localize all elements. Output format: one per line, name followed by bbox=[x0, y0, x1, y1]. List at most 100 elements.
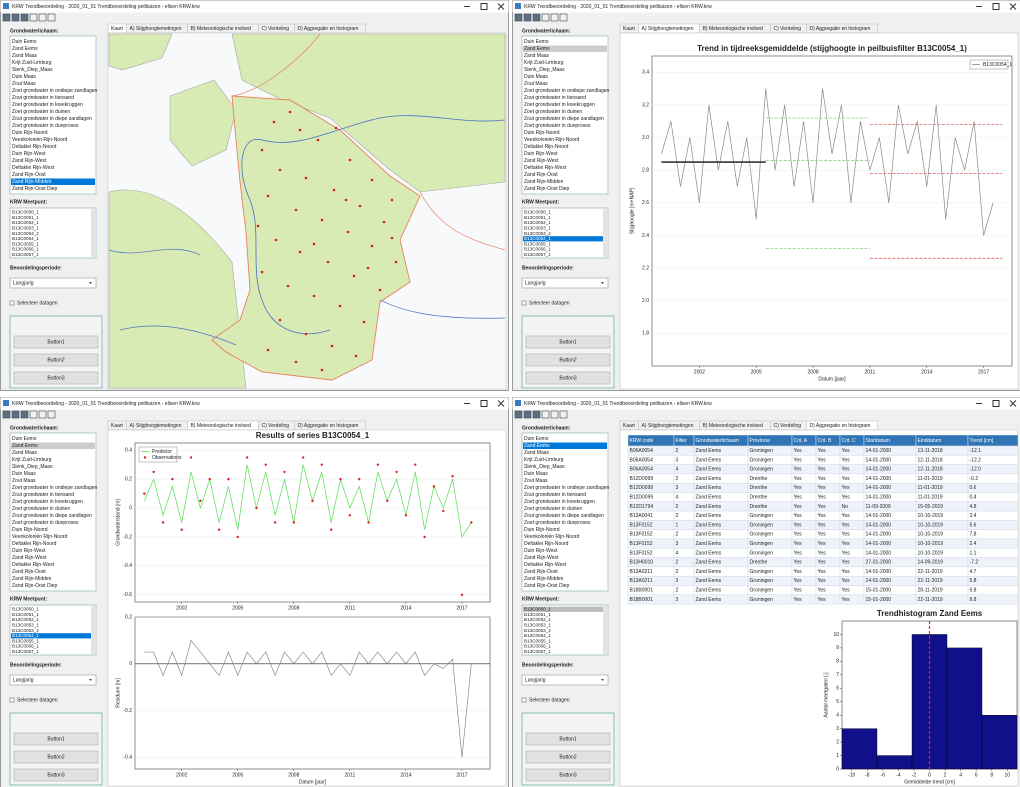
monitoring-well[interactable] bbox=[330, 344, 334, 348]
monitoring-well[interactable] bbox=[326, 260, 330, 264]
toolbar-icon[interactable] bbox=[38, 410, 47, 419]
meetpunt-item[interactable]: B13C0051_1 bbox=[524, 215, 551, 220]
monitoring-well[interactable] bbox=[260, 148, 264, 152]
toolbar-icon[interactable] bbox=[11, 13, 20, 22]
groundwater-item[interactable]: Krijt Zuid-Limburg bbox=[524, 60, 564, 66]
groundwater-item[interactable]: Zoet grondwater in ondiepe zandlagen bbox=[524, 485, 610, 491]
meetpunt-item[interactable]: B13C0056_1 bbox=[12, 247, 39, 252]
monitoring-well[interactable] bbox=[312, 294, 316, 298]
groundwater-item[interactable]: Krijt Zuid-Limburg bbox=[12, 457, 52, 463]
groundwater-item[interactable]: Duin Rijn-Noord bbox=[12, 527, 48, 533]
groundwater-item[interactable]: Zoet grondwater in dunproxes bbox=[12, 520, 79, 526]
groundwater-item[interactable]: Zoet grondwater in duinen bbox=[524, 109, 582, 115]
groundwater-item[interactable]: Zand Rijn-Oost Diep bbox=[524, 583, 570, 589]
groundwater-item[interactable]: Duin Maas bbox=[524, 471, 548, 477]
groundwater-item[interactable]: Duin Maas bbox=[524, 74, 548, 80]
monitoring-well[interactable] bbox=[378, 288, 382, 292]
monitoring-well[interactable] bbox=[358, 204, 362, 208]
meetpunt-item[interactable]: B13C0056_1 bbox=[524, 644, 551, 649]
close-button[interactable] bbox=[1009, 3, 1017, 10]
monitoring-well[interactable] bbox=[256, 224, 260, 228]
groundwater-item[interactable]: Zoet grondwater in duinen bbox=[12, 109, 70, 115]
meetpunt-item[interactable]: B13C0055_1 bbox=[524, 241, 551, 246]
groundwater-item[interactable]: Zand Maas bbox=[524, 53, 550, 59]
groundwater-item[interactable]: Deltaklei Rijn-Noord bbox=[524, 144, 569, 150]
monitoring-well[interactable] bbox=[266, 348, 270, 352]
groundwater-item[interactable]: Krijt Zuid-Limburg bbox=[524, 457, 564, 463]
monitoring-well[interactable] bbox=[274, 238, 278, 242]
meetpunt-item[interactable]: B13C0050_1 bbox=[12, 210, 39, 215]
groundwater-item[interactable]: Zand Rijn-Oost Diep bbox=[524, 186, 570, 192]
button[interactable] bbox=[13, 768, 99, 782]
groundwater-item[interactable]: Zout grondwater in tiensand bbox=[524, 95, 586, 101]
groundwater-item[interactable]: Duin Maas bbox=[12, 74, 36, 80]
groundwater-item[interactable]: Zand Rijn-Oost bbox=[524, 172, 558, 178]
toolbar-icon[interactable] bbox=[523, 13, 532, 22]
meetpunt-item[interactable]: B13C0052_1 bbox=[524, 617, 551, 622]
groundwater-item[interactable]: Duin Rijn-West bbox=[524, 548, 558, 554]
toolbar-icon[interactable] bbox=[559, 13, 568, 22]
groundwater-item[interactable]: Zand Eems bbox=[12, 46, 38, 52]
groundwater-item[interactable]: Duin Rijn-West bbox=[12, 151, 46, 157]
monitoring-well[interactable] bbox=[362, 320, 366, 324]
monitoring-well[interactable] bbox=[298, 128, 302, 132]
period-dropdown[interactable] bbox=[521, 674, 609, 686]
monitoring-well[interactable] bbox=[298, 250, 302, 254]
groundwater-item[interactable]: Deltaklei Rijn-Noord bbox=[12, 541, 57, 547]
toolbar-icon[interactable] bbox=[532, 13, 541, 22]
monitoring-well[interactable] bbox=[278, 168, 282, 172]
groundwater-item[interactable]: Zout Maas bbox=[12, 478, 36, 484]
groundwater-item[interactable]: Zand Rijn-Midden bbox=[524, 179, 564, 185]
toolbar-icon[interactable] bbox=[523, 410, 532, 419]
close-button[interactable] bbox=[497, 400, 505, 407]
meetpunt-item[interactable]: B13C0053_2 bbox=[12, 231, 39, 236]
groundwater-item[interactable]: Duin Rijn-West bbox=[524, 151, 558, 157]
button[interactable] bbox=[13, 371, 99, 385]
monitoring-well[interactable] bbox=[294, 360, 298, 364]
groundwater-item[interactable]: Deltaklei Rijn-West bbox=[524, 562, 567, 568]
meetpunt-item[interactable]: B13C0054_1 bbox=[524, 236, 551, 241]
meetpunt-item[interactable]: B13C0053_2 bbox=[524, 628, 551, 633]
groundwater-item[interactable]: Zand Rijn-West bbox=[12, 555, 47, 561]
maximize-button[interactable] bbox=[480, 400, 488, 407]
groundwater-item[interactable]: Zand Rijn-Oost bbox=[12, 172, 46, 178]
toolbar-icon[interactable] bbox=[559, 410, 568, 419]
monitoring-well[interactable] bbox=[390, 198, 394, 202]
groundwater-item[interactable]: Zout grondwater in tiensand bbox=[12, 95, 74, 101]
monitoring-well[interactable] bbox=[332, 188, 336, 192]
meetpunt-item[interactable]: B13C0054_1 bbox=[524, 633, 551, 638]
meetpunt-item[interactable]: B13C0050_1 bbox=[524, 210, 551, 215]
groundwater-item[interactable]: Zout grondwater in diepe zandlagen bbox=[12, 513, 92, 519]
groundwater-item[interactable]: Veenkoloniën Rijn-Noord bbox=[524, 137, 580, 143]
groundwater-item[interactable]: Krijt Zuid-Limburg bbox=[12, 60, 52, 66]
monitoring-well[interactable] bbox=[294, 208, 298, 212]
groundwater-item[interactable]: Zand Rijn-West bbox=[12, 158, 47, 164]
groundwater-item[interactable]: Zand Rijn-West bbox=[524, 158, 559, 164]
checkbox[interactable] bbox=[9, 697, 15, 703]
monitoring-well[interactable] bbox=[394, 260, 398, 264]
groundwater-item[interactable]: Deltaklei Rijn-West bbox=[12, 165, 55, 171]
meetpunt-item[interactable]: B13C0052_1 bbox=[12, 220, 39, 225]
meetpunt-item[interactable]: B13C0050_1 bbox=[12, 607, 39, 612]
groundwater-item[interactable]: Zoet grondwater in kreekruggen bbox=[524, 102, 595, 108]
groundwater-item[interactable]: Zoet grondwater in dunproxes bbox=[524, 123, 591, 129]
groundwater-item[interactable]: Slenk_Diep_Maas bbox=[524, 464, 565, 470]
meetpunt-item[interactable]: B13C0056_1 bbox=[12, 644, 39, 649]
groundwater-item[interactable]: Zout grondwater in diepe zandlagen bbox=[524, 513, 604, 519]
maximize-button[interactable] bbox=[992, 400, 1000, 407]
toolbar-icon[interactable] bbox=[20, 13, 29, 22]
meetpunt-item[interactable]: B13C0057_1 bbox=[524, 649, 551, 654]
groundwater-item[interactable]: Slenk_Diep_Maas bbox=[12, 464, 53, 470]
groundwater-item[interactable]: Duin Eems bbox=[524, 436, 549, 442]
monitoring-well[interactable] bbox=[312, 242, 316, 246]
toolbar-icon[interactable] bbox=[541, 13, 550, 22]
groundwater-item[interactable]: Zand Maas bbox=[12, 450, 38, 456]
monitoring-well[interactable] bbox=[370, 178, 374, 182]
monitoring-well[interactable] bbox=[354, 354, 358, 358]
toolbar-icon[interactable] bbox=[11, 410, 20, 419]
period-dropdown[interactable] bbox=[9, 277, 97, 289]
close-button[interactable] bbox=[1009, 400, 1017, 407]
monitoring-well[interactable] bbox=[320, 218, 324, 222]
button[interactable] bbox=[13, 353, 99, 367]
monitoring-well[interactable] bbox=[288, 110, 292, 114]
